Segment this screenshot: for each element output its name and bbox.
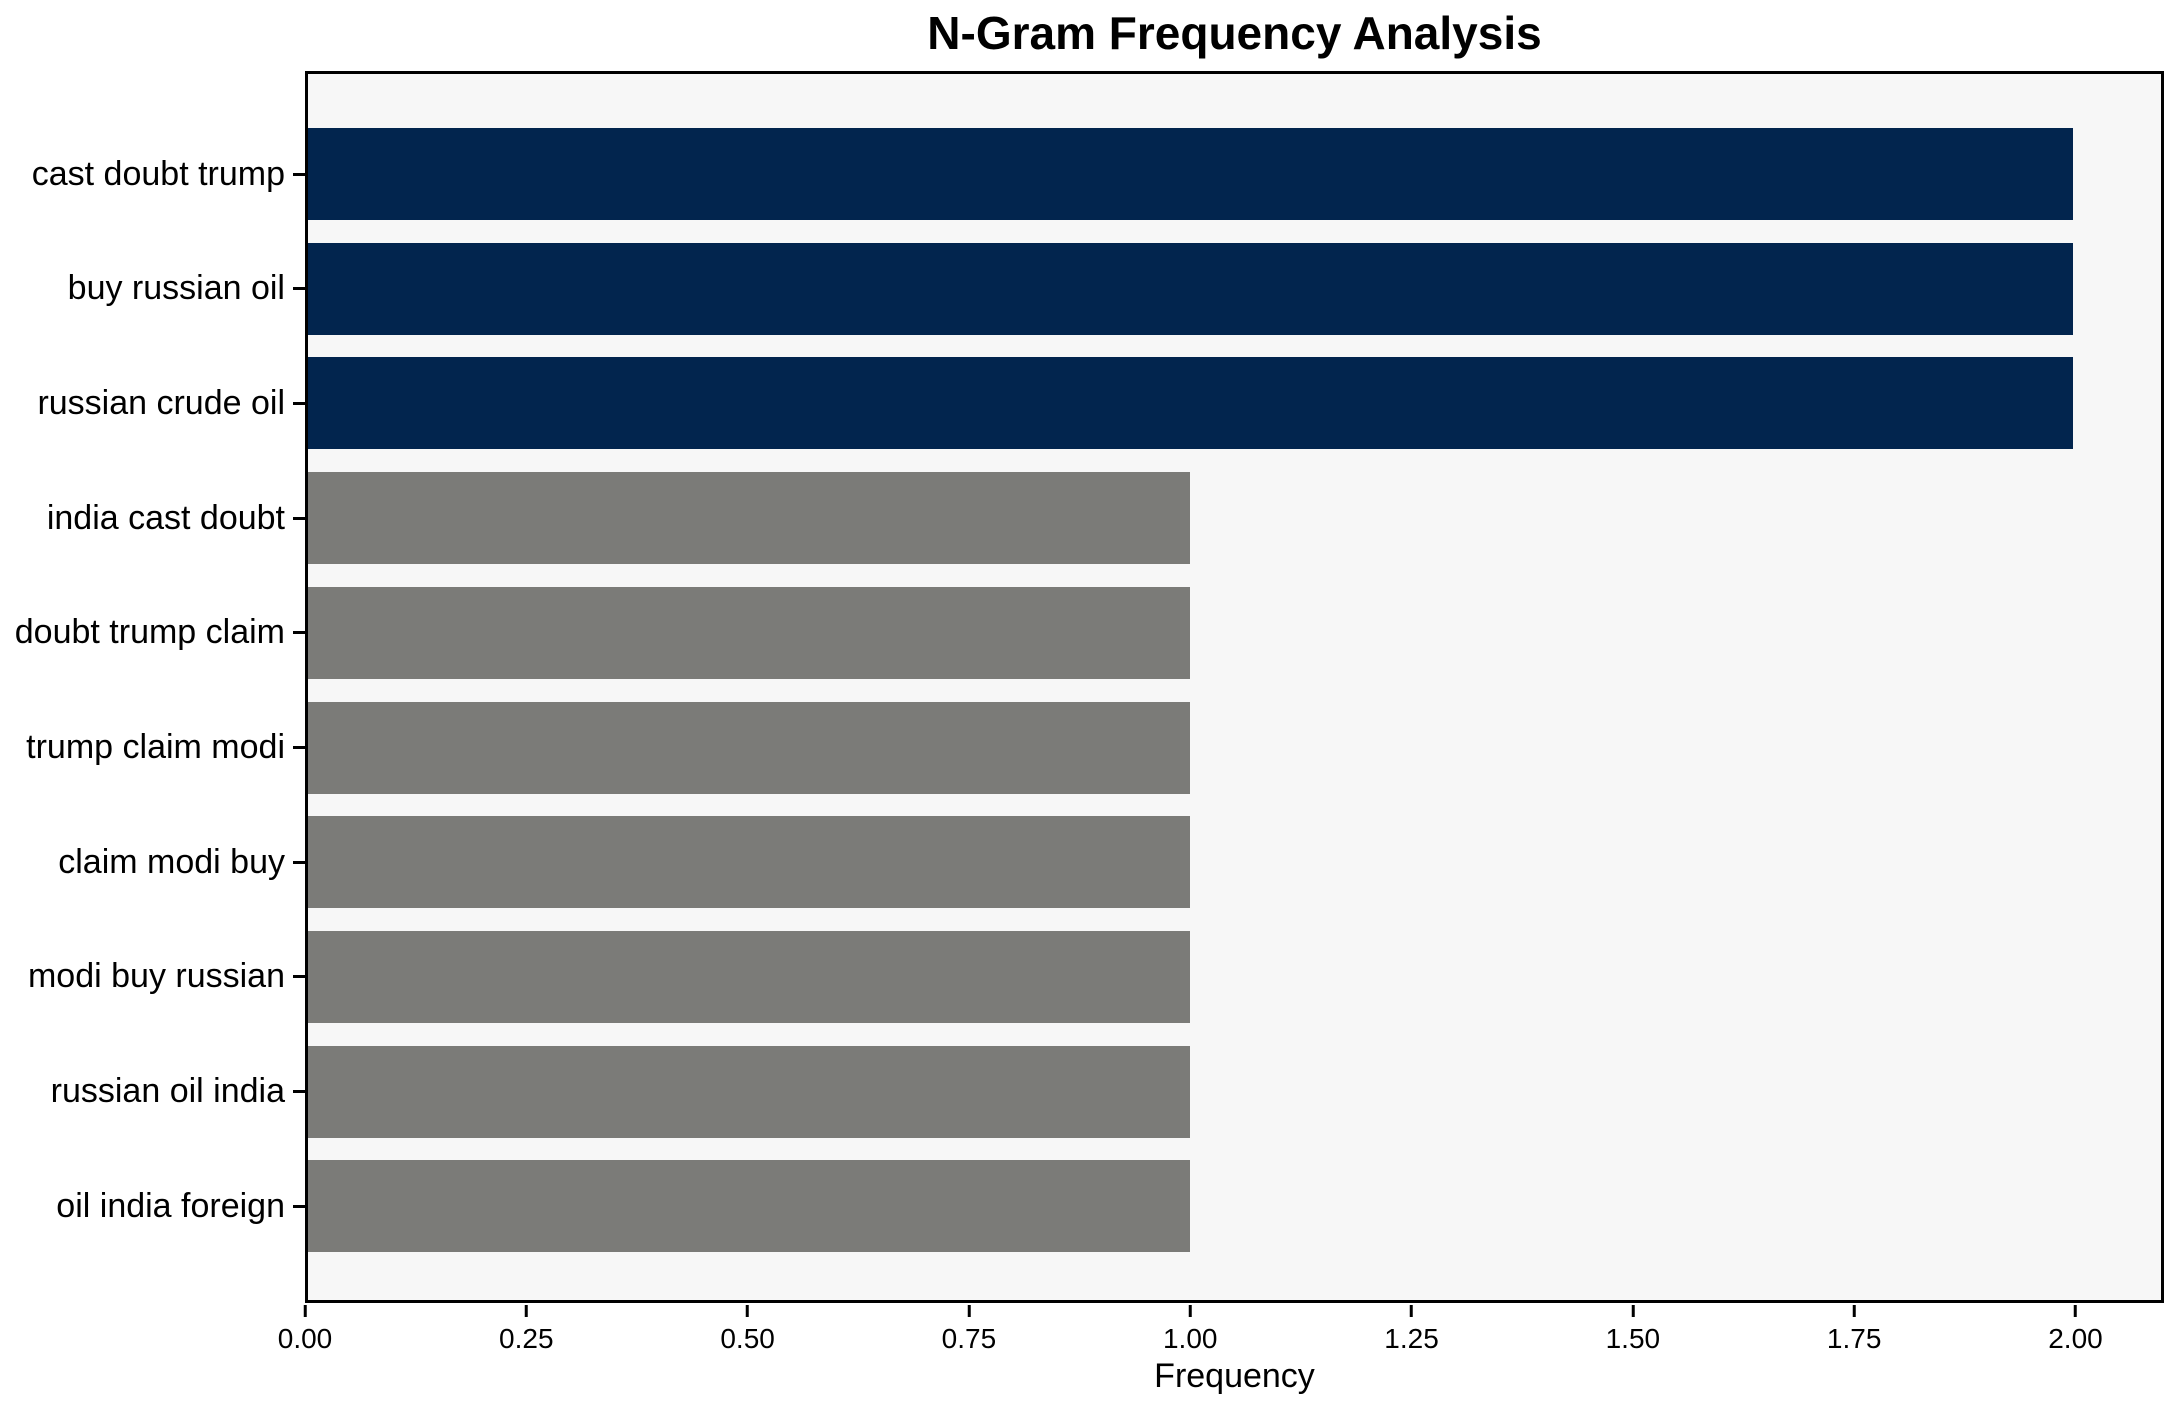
y-tick-mark <box>293 401 305 405</box>
bar-russian-crude-oil <box>308 357 2073 450</box>
x-tick-mark <box>1410 1305 1414 1317</box>
x-tick-label: 2.00 <box>2048 1323 2103 1354</box>
y-tick-label: doubt trump claim <box>14 613 285 652</box>
x-tick: 0.25 <box>499 1305 554 1355</box>
y-tick-mark <box>293 516 305 520</box>
x-tick: 1.00 <box>1162 1305 1218 1355</box>
y-tick-label: buy russian oil <box>67 269 285 308</box>
x-tick-mark <box>524 1305 528 1317</box>
x-axis: 0.00 0.25 0.50 0.75 1.00 1.25 1.50 1.75 2.00 <box>278 1303 2164 1373</box>
y-tick-label: russian crude oil <box>37 383 285 422</box>
x-tick: 0.00 <box>277 1305 333 1355</box>
x-tick: 1.50 <box>1605 1305 1661 1355</box>
y-tick-label: oil india foreign <box>56 1186 285 1225</box>
bar-modi-buy-russian <box>308 930 1191 1023</box>
x-tick-label: 0.75 <box>941 1323 997 1354</box>
x-tick: 2.00 <box>2048 1305 2103 1355</box>
x-tick: 1.25 <box>1384 1305 1439 1355</box>
bar-doubt-trump-claim <box>308 586 1191 679</box>
plot-area <box>305 71 2164 1303</box>
x-tick-label: 0.25 <box>499 1323 554 1354</box>
x-tick-mark <box>1631 1305 1635 1317</box>
x-tick-mark <box>1852 1305 1856 1317</box>
y-tick-label: cast doubt trump <box>31 154 285 193</box>
ytick-row: oil india foreign <box>0 1160 305 1252</box>
ytick-row: claim modi buy <box>0 816 305 908</box>
bar-india-cast-doubt <box>308 472 1191 565</box>
x-tick-mark <box>746 1305 750 1317</box>
x-axis-title: Frequency <box>1154 1357 1315 1395</box>
y-tick-label: modi buy russian <box>27 957 285 996</box>
x-tick: 1.75 <box>1826 1305 1882 1355</box>
y-tick-mark <box>293 975 305 979</box>
y-tick-label: claim modi buy <box>58 842 285 881</box>
ytick-row: russian crude oil <box>0 357 305 449</box>
ytick-row: russian oil india <box>0 1046 305 1138</box>
ytick-row: buy russian oil <box>0 243 305 335</box>
bars-layer <box>308 74 2161 1300</box>
x-tick-label: 0.50 <box>720 1323 775 1354</box>
x-tick-mark <box>967 1305 971 1317</box>
bar-oil-india-foreign <box>308 1160 1191 1253</box>
x-tick-label: 0.00 <box>277 1323 333 1354</box>
x-tick: 0.75 <box>941 1305 997 1355</box>
chart-title: N-Gram Frequency Analysis <box>927 7 1542 59</box>
x-tick-mark <box>2073 1305 2077 1317</box>
y-tick-label: india cast doubt <box>46 498 285 537</box>
ytick-row: cast doubt trump <box>0 128 305 220</box>
bar-cast-doubt-trump <box>308 128 2073 220</box>
x-tick-label: 1.75 <box>1826 1323 1882 1354</box>
bar-trump-claim-modi <box>308 701 1191 794</box>
y-tick-mark <box>293 860 305 864</box>
ytick-row: trump claim modi <box>0 702 305 794</box>
y-tick-label: trump claim modi <box>26 728 285 766</box>
y-tick-mark <box>293 287 305 291</box>
x-tick-mark <box>1188 1305 1192 1317</box>
y-tick-mark <box>293 631 305 635</box>
x-tick-label: 1.25 <box>1384 1323 1439 1354</box>
y-axis-labels: cast doubt trump buy russian oil russian c… <box>0 71 305 1303</box>
bar-russian-oil-india <box>308 1045 1191 1138</box>
y-tick-mark <box>293 746 305 749</box>
x-tick: 0.50 <box>720 1305 775 1355</box>
x-tick-label: 1.00 <box>1162 1323 1218 1354</box>
y-tick-label: russian oil india <box>50 1072 285 1111</box>
bar-buy-russian-oil <box>308 242 2073 335</box>
y-tick-mark <box>293 172 305 176</box>
bar-claim-modi-buy <box>308 816 1191 909</box>
y-tick-mark <box>293 1090 305 1094</box>
x-tick-mark <box>303 1305 307 1317</box>
ytick-row: doubt trump claim <box>0 587 305 679</box>
ytick-row: india cast doubt <box>0 472 305 564</box>
ytick-row: modi buy russian <box>0 931 305 1023</box>
y-tick-mark <box>293 1204 305 1208</box>
x-tick-label: 1.50 <box>1605 1323 1661 1354</box>
